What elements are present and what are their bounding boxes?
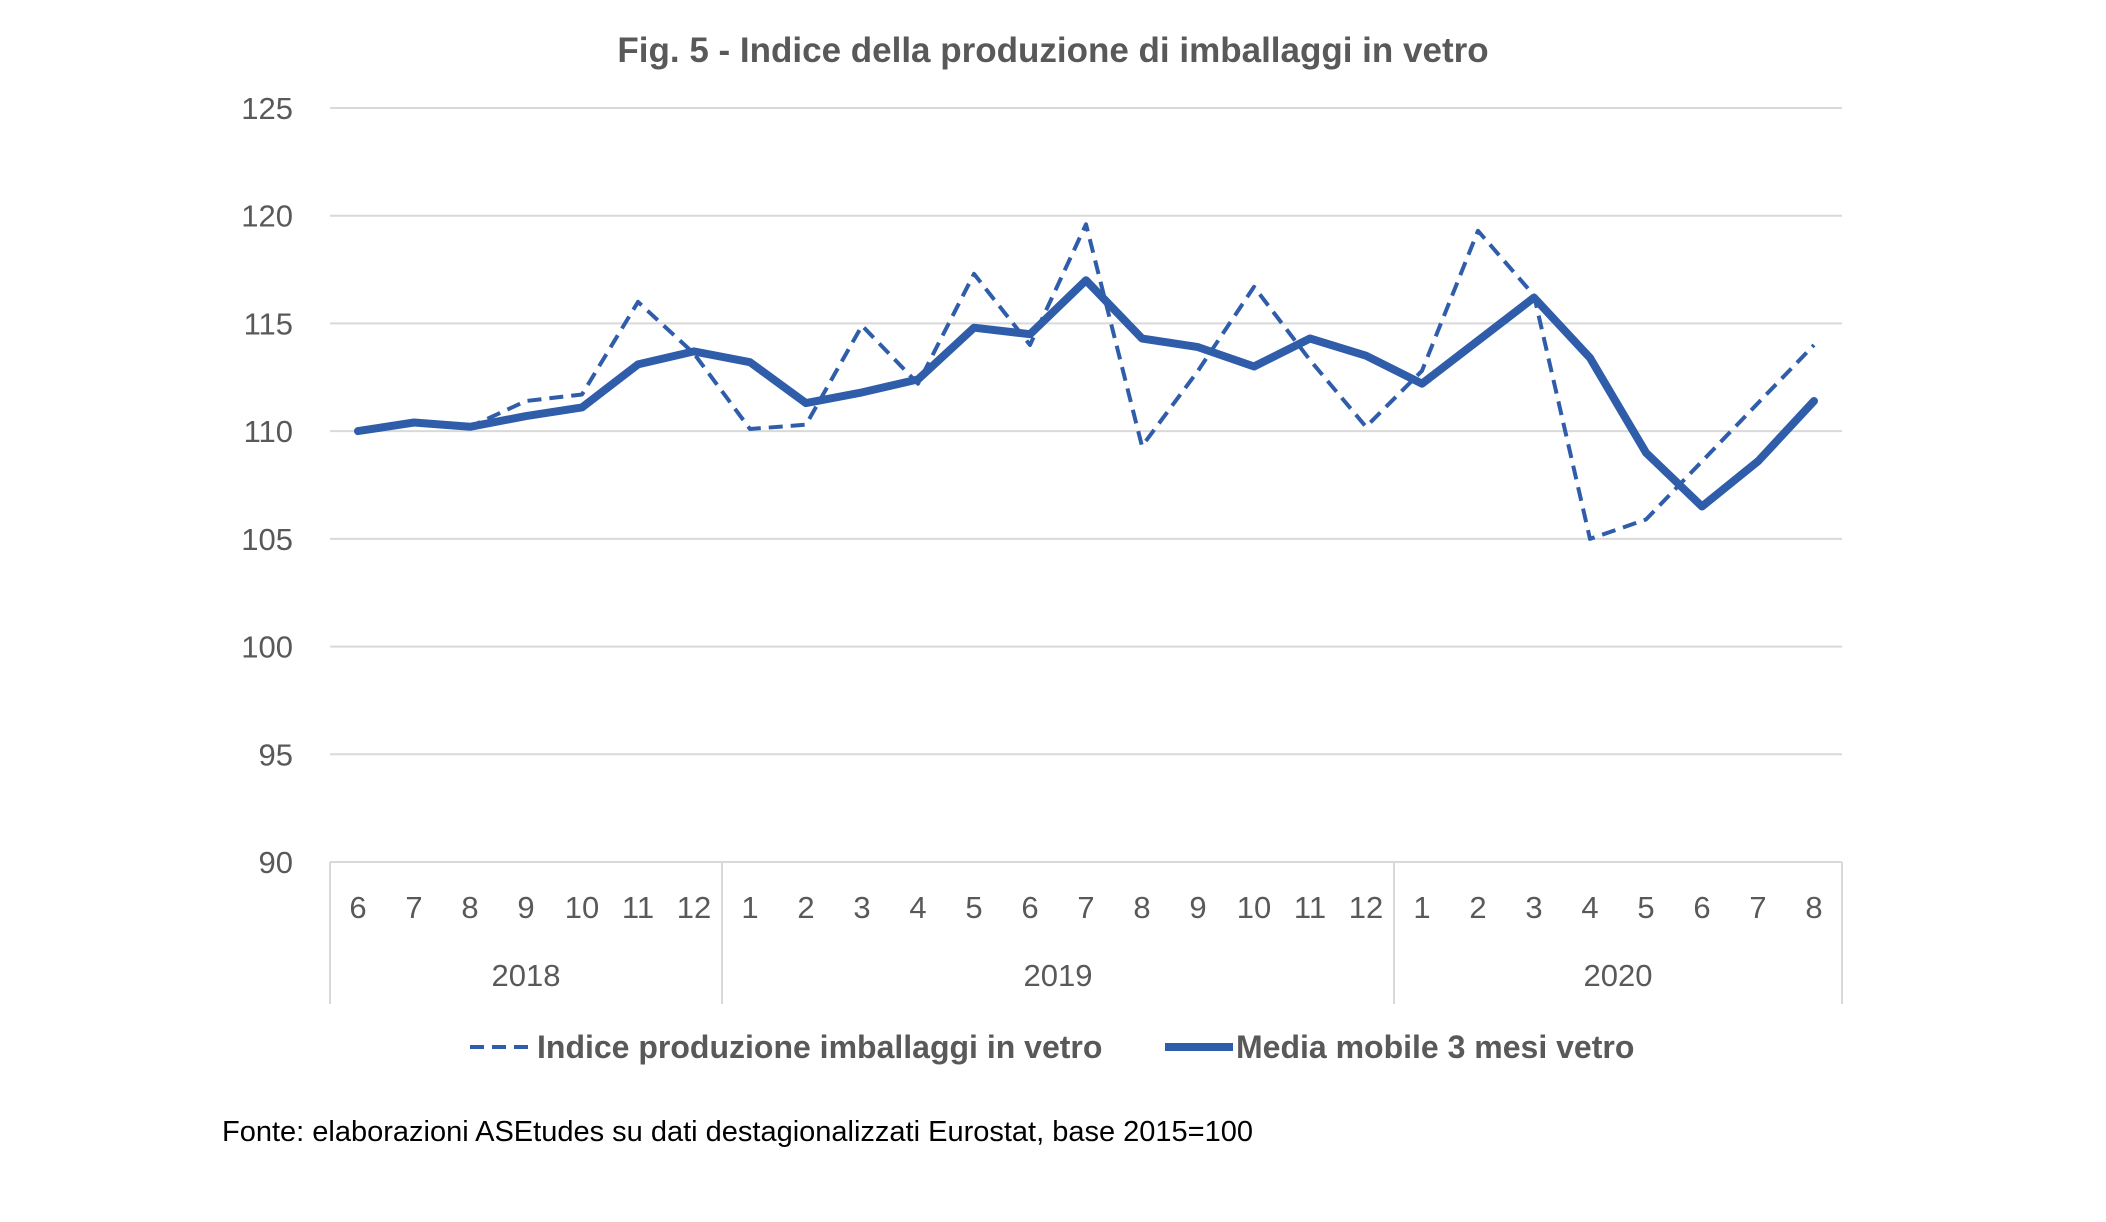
x-tick-label: 12 <box>1349 890 1383 925</box>
series-line-indice <box>357 222 1816 541</box>
x-group-label: 2019 <box>1024 958 1093 993</box>
source-note: Fonte: elaborazioni ASEtudes su dati des… <box>222 1116 1254 1148</box>
x-tick-label: 5 <box>1637 890 1654 925</box>
y-tick-label: 120 <box>241 199 293 234</box>
x-tick-label: 9 <box>1189 890 1206 925</box>
legend: Indice produzione imballaggi in vetro Med… <box>470 1029 1634 1065</box>
x-group-label: 2020 <box>1584 958 1653 993</box>
legend-label-2: Media mobile 3 mesi vetro <box>1236 1029 1634 1065</box>
y-tick-label: 115 <box>244 306 293 341</box>
x-tick-label: 6 <box>1693 890 1710 925</box>
x-tick-label: 6 <box>1021 890 1038 925</box>
x-group-label: 2018 <box>492 958 561 993</box>
x-tick-label: 3 <box>1525 890 1542 925</box>
y-tick-label: 100 <box>241 630 293 665</box>
y-tick-label: 125 <box>241 91 293 126</box>
x-tick-label: 4 <box>909 890 926 925</box>
x-tick-label: 7 <box>405 890 422 925</box>
x-tick-label: 7 <box>1749 890 1766 925</box>
x-tick-label: 3 <box>853 890 870 925</box>
y-tick-label: 110 <box>244 414 293 449</box>
x-tick-label: 4 <box>1581 890 1598 925</box>
x-tick-label: 1 <box>1413 890 1430 925</box>
y-axis-ticks: 90 95 100 105 110 115 120 125 <box>241 91 293 880</box>
x-tick-label: 6 <box>349 890 366 925</box>
x-tick-label: 12 <box>677 890 711 925</box>
series-line-media-mobile <box>354 276 1818 511</box>
x-tick-label: 2 <box>797 890 814 925</box>
x-tick-label: 11 <box>1294 890 1326 925</box>
x-tick-label: 5 <box>965 890 982 925</box>
y-tick-label: 90 <box>259 845 293 880</box>
x-tick-label: 1 <box>741 890 758 925</box>
x-tick-label: 11 <box>622 890 654 925</box>
gridlines <box>330 107 1842 756</box>
x-tick-label: 2 <box>1469 890 1486 925</box>
legend-label-1: Indice produzione imballaggi in vetro <box>537 1029 1102 1065</box>
x-tick-label: 7 <box>1077 890 1094 925</box>
x-tick-label: 10 <box>565 890 599 925</box>
x-tick-label: 10 <box>1237 890 1271 925</box>
x-tick-label: 8 <box>1805 890 1822 925</box>
x-tick-label: 8 <box>461 890 478 925</box>
chart-title: Fig. 5 - Indice della produzione di imba… <box>617 31 1488 70</box>
y-tick-label: 95 <box>259 737 293 772</box>
series-lines <box>354 222 1818 541</box>
y-tick-label: 105 <box>241 522 293 557</box>
x-tick-label: 8 <box>1133 890 1150 925</box>
x-tick-label: 9 <box>517 890 534 925</box>
